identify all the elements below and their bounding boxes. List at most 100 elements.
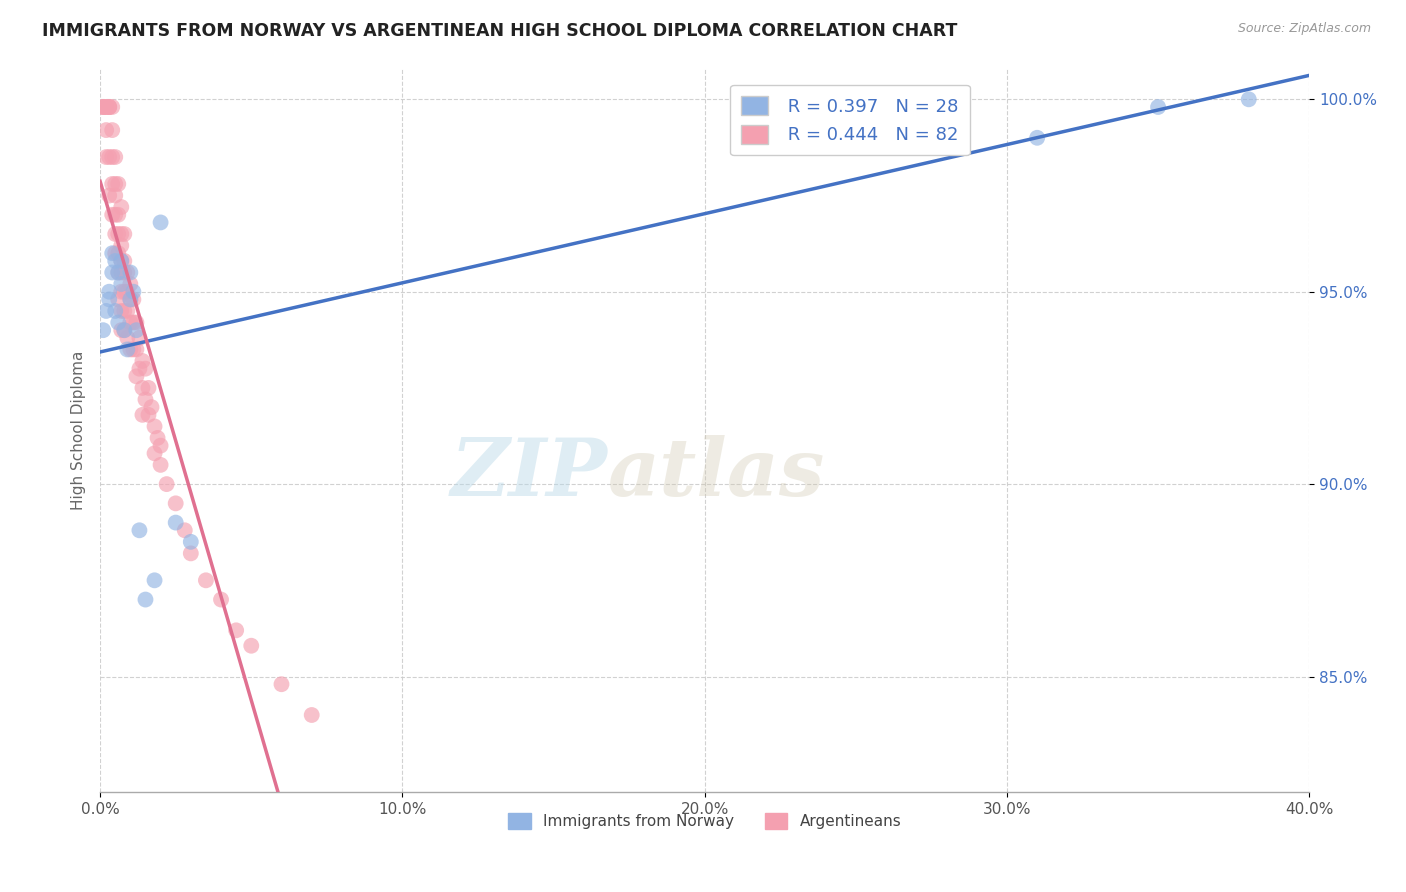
Point <box>134 392 156 407</box>
Point <box>110 285 132 299</box>
Point <box>209 592 232 607</box>
Text: IMMIGRANTS FROM NORWAY VS ARGENTINEAN HIGH SCHOOL DIPLOMA CORRELATION CHART: IMMIGRANTS FROM NORWAY VS ARGENTINEAN HI… <box>42 22 957 40</box>
Point <box>98 285 121 299</box>
Point <box>112 323 135 337</box>
Point <box>101 177 124 191</box>
Point <box>110 254 132 268</box>
Legend: Immigrants from Norway, Argentineans: Immigrants from Norway, Argentineans <box>502 806 908 835</box>
Point <box>101 246 124 260</box>
Point <box>122 293 145 307</box>
Point <box>128 523 150 537</box>
Point <box>112 254 135 268</box>
Point <box>110 323 132 337</box>
Point <box>112 285 135 299</box>
Point <box>138 408 160 422</box>
Y-axis label: High School Diploma: High School Diploma <box>72 351 86 510</box>
Point <box>112 227 135 241</box>
Point <box>91 100 114 114</box>
Point <box>107 316 129 330</box>
Point <box>120 293 142 307</box>
Point <box>156 477 179 491</box>
Point <box>180 546 202 560</box>
Point <box>104 304 127 318</box>
Point <box>101 123 124 137</box>
Point <box>101 265 124 279</box>
Point <box>194 574 217 588</box>
Point <box>91 100 114 114</box>
Point <box>117 304 139 318</box>
Point <box>1026 130 1049 145</box>
Point <box>104 246 127 260</box>
Point <box>143 574 166 588</box>
Point <box>125 369 148 384</box>
Point <box>110 304 132 318</box>
Point <box>173 523 195 537</box>
Point <box>101 100 124 114</box>
Point <box>125 316 148 330</box>
Point <box>107 265 129 279</box>
Point <box>91 323 114 337</box>
Point <box>96 150 118 164</box>
Point <box>98 100 121 114</box>
Point <box>134 592 156 607</box>
Point <box>125 343 148 357</box>
Point <box>131 354 153 368</box>
Point <box>98 188 121 202</box>
Point <box>122 343 145 357</box>
Point <box>143 419 166 434</box>
Point <box>120 277 142 291</box>
Point <box>1147 100 1170 114</box>
Point <box>110 265 132 279</box>
Point <box>104 208 127 222</box>
Point <box>149 215 172 229</box>
Point <box>149 458 172 472</box>
Point <box>98 100 121 114</box>
Point <box>125 323 148 337</box>
Point <box>101 208 124 222</box>
Point <box>107 265 129 279</box>
Point <box>141 400 163 414</box>
Point <box>112 265 135 279</box>
Point <box>101 150 124 164</box>
Point <box>96 123 118 137</box>
Point <box>138 381 160 395</box>
Point <box>96 304 118 318</box>
Point <box>98 293 121 307</box>
Point <box>104 227 127 241</box>
Point <box>128 361 150 376</box>
Point <box>270 677 292 691</box>
Point <box>96 100 118 114</box>
Point <box>165 516 187 530</box>
Point <box>107 177 129 191</box>
Point <box>112 323 135 337</box>
Point <box>120 293 142 307</box>
Point <box>110 238 132 252</box>
Point <box>98 100 121 114</box>
Point <box>96 100 118 114</box>
Point <box>120 343 142 357</box>
Point <box>107 227 129 241</box>
Point <box>134 361 156 376</box>
Point <box>110 254 132 268</box>
Point <box>128 331 150 345</box>
Point <box>180 534 202 549</box>
Point <box>240 639 263 653</box>
Point <box>91 100 114 114</box>
Point <box>107 246 129 260</box>
Point <box>143 446 166 460</box>
Point <box>110 277 132 291</box>
Point <box>104 188 127 202</box>
Point <box>104 254 127 268</box>
Point <box>905 96 928 111</box>
Text: ZIP: ZIP <box>451 435 607 512</box>
Text: Source: ZipAtlas.com: Source: ZipAtlas.com <box>1237 22 1371 36</box>
Point <box>107 208 129 222</box>
Point <box>98 150 121 164</box>
Point <box>122 316 145 330</box>
Point <box>122 285 145 299</box>
Point <box>112 304 135 318</box>
Point <box>146 431 169 445</box>
Point <box>131 381 153 395</box>
Point <box>120 316 142 330</box>
Point <box>225 624 247 638</box>
